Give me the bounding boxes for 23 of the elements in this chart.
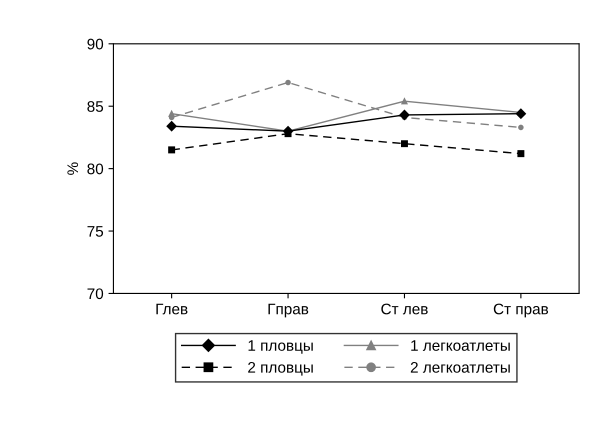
point xyxy=(516,108,526,119)
legend-label: 2 пловцы xyxy=(248,362,313,376)
legend-label: 2 легкоатлеты xyxy=(410,362,510,373)
y-tick-label: 80 xyxy=(87,164,104,174)
point xyxy=(166,121,177,132)
point xyxy=(285,80,291,86)
legend-label: 1 пловцы xyxy=(248,340,313,354)
y-tick-label: 90 xyxy=(87,38,104,50)
point xyxy=(517,150,524,158)
x-tick-label: Гправ xyxy=(268,304,308,318)
point xyxy=(168,146,176,154)
point xyxy=(401,98,408,104)
y-tick-label: 85 xyxy=(87,101,104,112)
point xyxy=(399,110,410,120)
point xyxy=(400,140,408,148)
x-tick-label: Ст лев xyxy=(381,304,428,314)
legend-label: 1 легкоатлеты xyxy=(411,340,510,351)
y-axis-title: % xyxy=(67,162,78,175)
y-tick-label: 75 xyxy=(88,226,104,237)
x-tick-label: Ст прав xyxy=(494,304,548,318)
y-tick-label: 70 xyxy=(88,288,104,300)
point xyxy=(518,124,524,130)
x-tick-label: Глев xyxy=(156,304,188,314)
